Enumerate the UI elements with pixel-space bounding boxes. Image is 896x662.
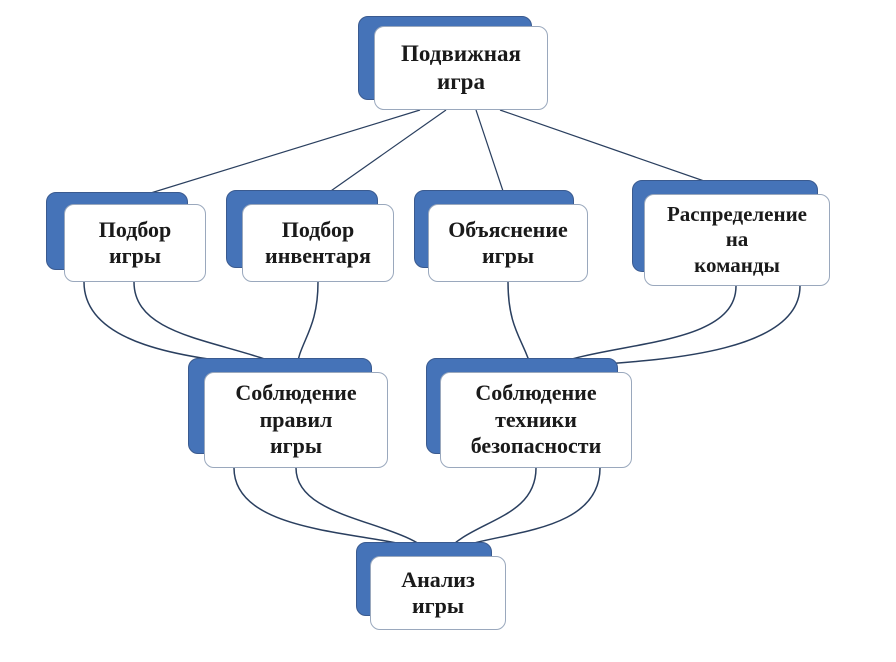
- node-label: Подборинвентаря: [265, 217, 371, 270]
- node-label: Соблюдениетехникибезопасности: [471, 380, 602, 459]
- node-root: Подвижнаяигра: [358, 16, 548, 110]
- node-analysis: Анализигры: [356, 542, 506, 630]
- node-safety: Соблюдениетехникибезопасности: [426, 358, 632, 468]
- node-label: Подвижнаяигра: [401, 40, 521, 95]
- node-label: Объяснениеигры: [448, 217, 568, 270]
- node-explain-game: Объяснениеигры: [414, 190, 588, 282]
- node-label: Анализигры: [401, 567, 475, 620]
- node-select-inventory: Подборинвентаря: [226, 190, 394, 282]
- flowchart-diagram: Подвижнаяигра Подборигры Подборинвентаря…: [0, 0, 896, 662]
- node-label: Распределениенакоманды: [667, 202, 807, 278]
- node-label: Соблюдениеправилигры: [235, 380, 356, 459]
- node-assign-teams: Распределениенакоманды: [632, 180, 830, 286]
- node-follow-rules: Соблюдениеправилигры: [188, 358, 388, 468]
- node-label: Подборигры: [99, 217, 172, 270]
- node-select-game: Подборигры: [46, 192, 206, 282]
